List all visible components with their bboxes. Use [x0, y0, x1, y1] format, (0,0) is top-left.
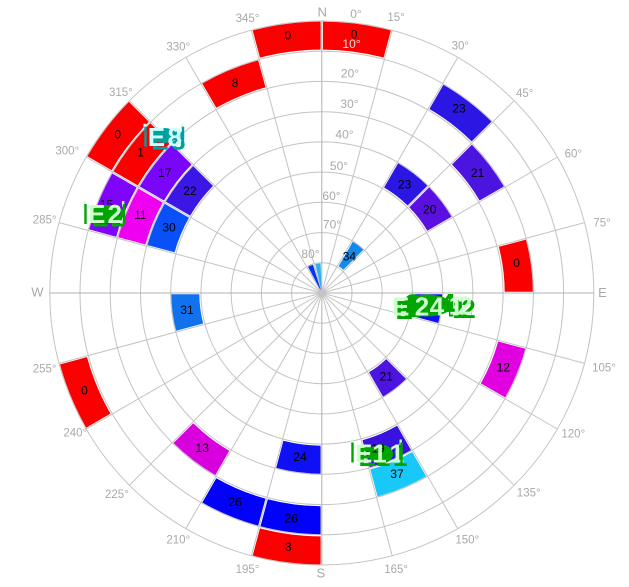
svg-text:8: 8 [168, 122, 182, 152]
svg-text:45°: 45° [516, 88, 533, 100]
svg-text:E: E [92, 202, 109, 232]
svg-text:S: S [316, 566, 325, 581]
svg-text:120°: 120° [561, 429, 585, 441]
svg-text:2: 2 [111, 202, 125, 232]
svg-text:315°: 315° [109, 87, 133, 99]
svg-text:19: 19 [371, 442, 385, 456]
svg-text:E: E [355, 439, 372, 469]
svg-text:60°: 60° [565, 149, 582, 161]
svg-text:255°: 255° [33, 363, 57, 375]
svg-text:11: 11 [134, 208, 147, 222]
svg-text:80°: 80° [301, 247, 319, 261]
svg-text:E: E [392, 292, 409, 322]
svg-text:1: 1 [452, 294, 466, 324]
svg-text:345°: 345° [236, 13, 260, 25]
svg-text:210°: 210° [166, 535, 190, 547]
svg-text:10°: 10° [342, 37, 360, 51]
svg-text:105°: 105° [592, 362, 616, 374]
svg-text:E: E [148, 122, 165, 152]
svg-text:0: 0 [81, 384, 88, 398]
svg-text:23: 23 [398, 178, 412, 192]
svg-text:30: 30 [162, 220, 176, 234]
svg-text:37: 37 [390, 467, 404, 481]
svg-text:30°: 30° [452, 41, 469, 53]
svg-text:60°: 60° [322, 189, 340, 203]
svg-text:2: 2 [108, 199, 122, 229]
svg-text:300°: 300° [55, 146, 79, 158]
svg-text:26: 26 [285, 512, 299, 526]
svg-text:1: 1 [393, 442, 407, 472]
svg-text:34: 34 [343, 249, 357, 263]
svg-text:135°: 135° [517, 487, 541, 499]
svg-text:15°: 15° [387, 12, 404, 24]
svg-text:225°: 225° [105, 489, 129, 501]
svg-text:240°: 240° [63, 428, 87, 440]
svg-text:0°: 0° [350, 7, 362, 21]
svg-text:1: 1 [376, 442, 390, 472]
svg-text:1: 1 [137, 145, 144, 159]
svg-text:24: 24 [293, 450, 307, 464]
svg-text:50°: 50° [330, 159, 348, 173]
svg-text:165°: 165° [384, 564, 408, 576]
svg-text:12: 12 [497, 361, 511, 375]
svg-text:0: 0 [513, 256, 520, 270]
svg-text:E: E [88, 199, 105, 229]
svg-text:E: E [396, 295, 413, 325]
svg-text:2: 2 [404, 288, 422, 324]
svg-text:N: N [318, 5, 327, 20]
svg-text:1: 1 [372, 439, 386, 469]
svg-text:70°: 70° [323, 218, 341, 232]
svg-text:2: 2 [415, 292, 429, 322]
svg-text:1: 1 [449, 291, 463, 321]
svg-text:22: 22 [183, 184, 197, 198]
svg-text:E: E [151, 126, 168, 156]
svg-text:0: 0 [351, 27, 358, 41]
svg-text:285°: 285° [33, 215, 57, 227]
svg-text:2: 2 [461, 294, 475, 324]
svg-text:26: 26 [228, 495, 242, 509]
svg-text:4: 4 [430, 292, 445, 322]
svg-text:0: 0 [284, 28, 291, 42]
svg-text:2: 2 [458, 291, 472, 321]
svg-text:20°: 20° [341, 67, 359, 81]
svg-text:E: E [359, 442, 376, 472]
svg-text:13: 13 [196, 441, 210, 455]
svg-text:E: E [598, 285, 607, 300]
svg-text:40°: 40° [335, 128, 353, 142]
svg-text:20: 20 [423, 203, 437, 217]
svg-text:21: 21 [471, 166, 485, 180]
svg-text:21: 21 [380, 369, 394, 383]
svg-text:3: 3 [285, 540, 292, 554]
svg-text:195°: 195° [236, 564, 260, 576]
svg-text:330°: 330° [166, 42, 190, 54]
svg-text:8: 8 [232, 76, 239, 90]
svg-text:150°: 150° [455, 535, 479, 547]
svg-text:75°: 75° [593, 218, 610, 230]
svg-text:0: 0 [114, 128, 121, 142]
svg-text:17: 17 [158, 166, 172, 180]
svg-text:4: 4 [439, 288, 457, 324]
svg-text:W: W [31, 285, 44, 300]
svg-text:31: 31 [180, 303, 194, 317]
svg-text:30°: 30° [340, 97, 358, 111]
svg-text:23: 23 [452, 102, 466, 116]
